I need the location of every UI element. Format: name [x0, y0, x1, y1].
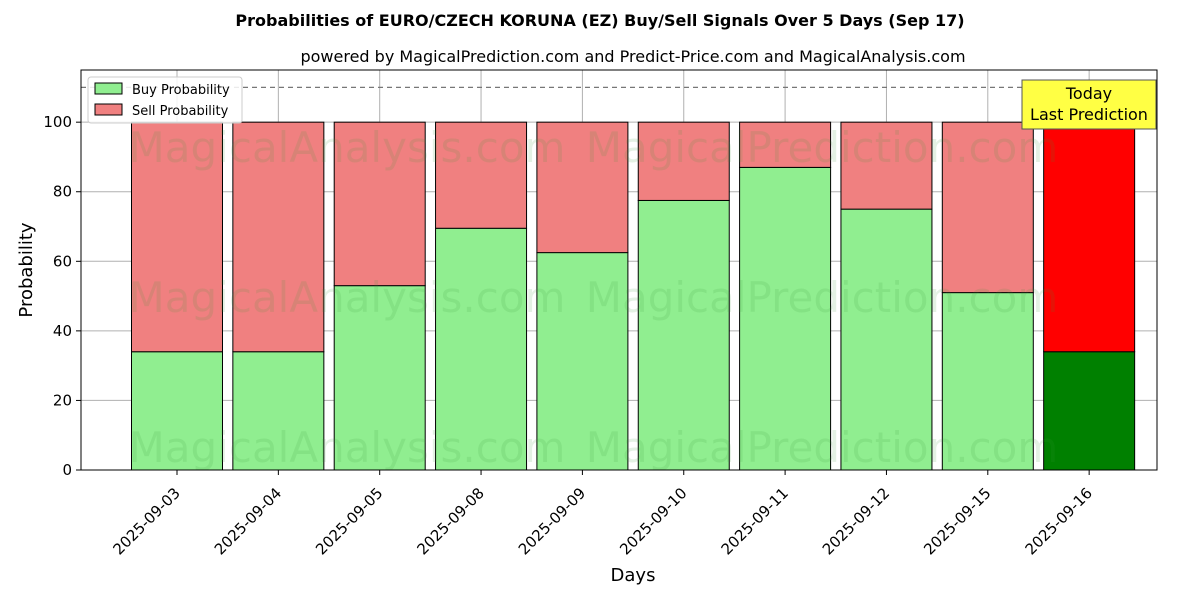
x-tick-label: 2025-09-03 [109, 484, 183, 558]
watermark: MagicalAnalysis.com [129, 273, 566, 322]
watermark: MagicalAnalysis.com [129, 123, 566, 172]
today-annotation-line-2: Last Prediction [1030, 105, 1148, 124]
x-tick-label: 2025-09-10 [616, 484, 690, 558]
today-annotation-box [1021, 79, 1157, 130]
x-tick-label: 2025-09-11 [718, 484, 792, 558]
sell-bar-2025-09-09 [536, 121, 629, 254]
sell-bar-2025-09-08 [435, 121, 528, 229]
sell-bar-2025-09-12 [840, 121, 933, 210]
buy-bar-2025-09-08 [435, 227, 528, 471]
sell-bar-2025-09-03 [131, 121, 223, 353]
y-tick-label: 40 [53, 322, 72, 340]
chart-subtitle: powered by MagicalPrediction.com and Pre… [300, 47, 965, 66]
watermark: MagicalPrediction.com [586, 423, 1059, 472]
sell-bar-2025-09-10 [637, 121, 730, 201]
y-tick-label: 20 [53, 391, 72, 409]
legend-sell-swatch [94, 103, 123, 116]
today-annotation-line-1: Today [1065, 84, 1112, 103]
sell-bar-2025-09-04 [232, 121, 325, 353]
sell-bar-2025-09-15 [941, 121, 1034, 294]
legend-box [87, 76, 243, 124]
sell-bar-2025-09-05 [333, 121, 426, 287]
chart-title: Probabilities of EURO/CZECH KORUNA (EZ) … [235, 11, 964, 30]
legend-sell-label: Sell Probability [132, 104, 229, 119]
bars-layer [131, 121, 1136, 471]
x-tick-label: 2025-09-12 [819, 484, 893, 558]
watermark-layer: MagicalAnalysis.com MagicalPrediction.com… [129, 123, 1059, 472]
legend-buy-swatch [94, 82, 123, 95]
buy-bar-2025-09-15 [941, 292, 1034, 471]
buy-bar-2025-09-12 [840, 208, 933, 471]
legend: Buy Probability Sell Probability [87, 76, 243, 124]
buy-bar-2025-09-11 [739, 166, 832, 471]
x-tick-label: 2025-09-08 [413, 484, 487, 558]
today-annotation: Today Last Prediction [1021, 79, 1157, 130]
buy-bar-2025-09-03 [131, 351, 223, 471]
watermark: MagicalAnalysis.com [129, 423, 566, 472]
y-tick-label: 0 [62, 461, 72, 479]
y-tick-label: 80 [53, 183, 72, 201]
y-tick-label: 100 [43, 113, 72, 131]
x-tick-label: 2025-09-04 [211, 484, 285, 558]
legend-buy-label: Buy Probability [132, 83, 230, 98]
y-axis-ticks: 0 20 40 60 80 100 [43, 113, 81, 479]
x-tick-label: 2025-09-05 [312, 484, 386, 558]
x-tick-label: 2025-09-15 [920, 484, 994, 558]
watermark: MagicalPrediction.com [586, 273, 1059, 322]
sell-bar-2025-09-11 [739, 121, 832, 168]
buy-bar-2025-09-05 [333, 285, 426, 471]
x-axis-label: Days [611, 565, 656, 586]
x-axis-ticks: 2025-09-03 2025-09-04 2025-09-05 2025-09-08… [109, 470, 1096, 558]
watermark: MagicalPrediction.com [586, 123, 1059, 172]
buy-bar-2025-09-09 [536, 252, 629, 471]
sell-bar-2025-09-16 [1043, 121, 1136, 353]
y-axis-label: Probability [16, 222, 37, 317]
buy-bar-2025-09-16 [1043, 351, 1136, 471]
x-tick-label: 2025-09-09 [515, 484, 589, 558]
y-tick-label: 60 [53, 252, 72, 270]
plot-frame [80, 69, 1158, 471]
buy-bar-2025-09-10 [637, 199, 730, 471]
x-tick-label: 2025-09-16 [1022, 484, 1096, 558]
